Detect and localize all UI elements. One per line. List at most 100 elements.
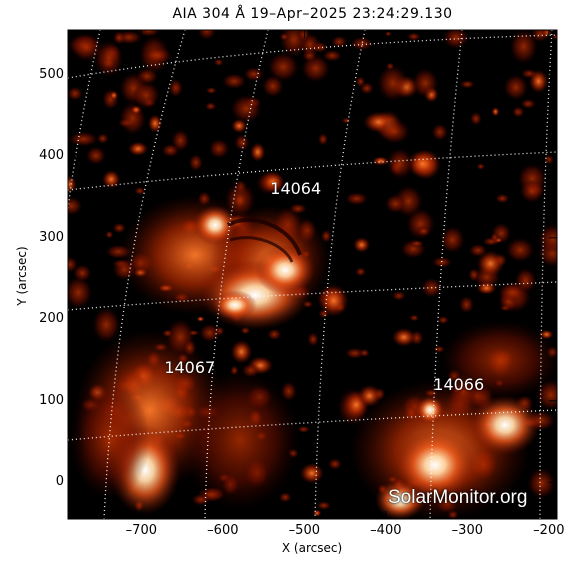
network-cell (459, 295, 474, 314)
network-cell (469, 111, 482, 126)
network-cell (385, 194, 406, 214)
region-label-14064: 14064 (270, 178, 322, 198)
network-cell (552, 34, 557, 40)
network-cell (72, 264, 92, 282)
network-cell (331, 35, 348, 48)
network-cell (102, 88, 120, 110)
y-tick-label: 500 (39, 66, 64, 82)
network-cell (196, 316, 205, 322)
y-tick-label: 300 (39, 229, 64, 245)
network-cell (544, 154, 554, 165)
network-cell (491, 107, 500, 117)
network-cell (197, 30, 217, 41)
network-cell (142, 46, 172, 65)
network-cell (350, 36, 374, 51)
network-cell (297, 425, 311, 433)
network-cell (386, 147, 414, 180)
network-cell (137, 30, 160, 37)
network-cell (205, 87, 217, 94)
network-cell (97, 133, 109, 144)
network-cell (318, 284, 349, 318)
network-cell (468, 268, 480, 282)
network-cell (312, 509, 322, 517)
network-cell (344, 347, 365, 359)
network-cell (392, 291, 406, 301)
network-cell (482, 237, 500, 246)
network-cell (128, 141, 149, 156)
network-cell (68, 256, 78, 273)
network-cell (409, 314, 420, 322)
active-region-14067-emission (70, 330, 300, 515)
network-cell (316, 501, 332, 510)
network-cell (92, 307, 121, 343)
network-cell (214, 58, 224, 67)
y-tick-label: 400 (39, 148, 64, 164)
network-cell (279, 33, 289, 41)
network-cell (411, 68, 439, 98)
network-cell (187, 329, 200, 336)
network-cell (68, 175, 77, 194)
network-cell (406, 32, 421, 41)
network-cell (299, 462, 324, 484)
x-tick-label: –500 (288, 523, 320, 538)
network-cell (431, 256, 453, 268)
active-region-14066-emission (350, 320, 557, 519)
network-cell (527, 467, 556, 499)
network-cell (345, 192, 369, 206)
heliographic-grid (68, 30, 557, 519)
network-cell (205, 102, 217, 111)
network-cell (322, 49, 342, 62)
network-cell (68, 196, 83, 216)
network-cell (168, 78, 183, 98)
x-tick-label: –400 (370, 523, 402, 538)
network-cell (134, 186, 146, 195)
network-cell (437, 316, 449, 325)
x-axis-label: X (arcsec) (281, 541, 343, 555)
network-cell (503, 74, 529, 101)
solarmonitor-watermark: SolarMonitor.org (388, 487, 528, 508)
network-cell (102, 169, 121, 189)
network-cell (476, 163, 485, 170)
figure-title: AIA 304 Å 19–Apr–2025 23:24:29.130 (172, 6, 453, 22)
network-cell (199, 323, 221, 343)
emission-layer (68, 30, 557, 519)
network-cell (537, 224, 557, 254)
network-cell (391, 327, 416, 347)
network-cell (440, 225, 465, 254)
network-cell (130, 105, 142, 115)
active-region-14064-emission (120, 195, 330, 330)
network-cell (267, 52, 299, 82)
network-cell (341, 117, 351, 124)
network-cell (94, 40, 124, 78)
network-cell (261, 171, 285, 193)
network-cell (406, 149, 439, 178)
network-cell (234, 134, 250, 152)
axis-tick-marks (68, 30, 557, 519)
network-cell (531, 30, 550, 43)
network-cell (208, 138, 230, 159)
x-tick-label: –700 (125, 523, 157, 538)
network-cell (520, 98, 536, 109)
network-cell (85, 146, 106, 165)
network-cell (68, 276, 93, 309)
network-cell (297, 30, 310, 42)
network-cell (188, 153, 203, 172)
x-tick-label: –300 (451, 523, 483, 538)
network-cell (431, 123, 448, 141)
network-cell (509, 30, 538, 65)
region-label-14067: 14067 (164, 358, 216, 378)
network-cell (230, 94, 263, 123)
network-cell (161, 143, 180, 158)
y-tick-label: 0 (55, 474, 64, 490)
x-tick-label: –200 (533, 523, 564, 538)
network-cell (132, 81, 161, 110)
network-cell (262, 75, 284, 98)
network-cell (383, 31, 393, 37)
network-cell (442, 30, 470, 49)
network-cell (318, 309, 330, 319)
y-axis-label: Y (arcsec) (15, 246, 29, 306)
network-cell (505, 237, 535, 263)
y-tick-label: 100 (39, 392, 64, 408)
network-cell (230, 339, 253, 364)
